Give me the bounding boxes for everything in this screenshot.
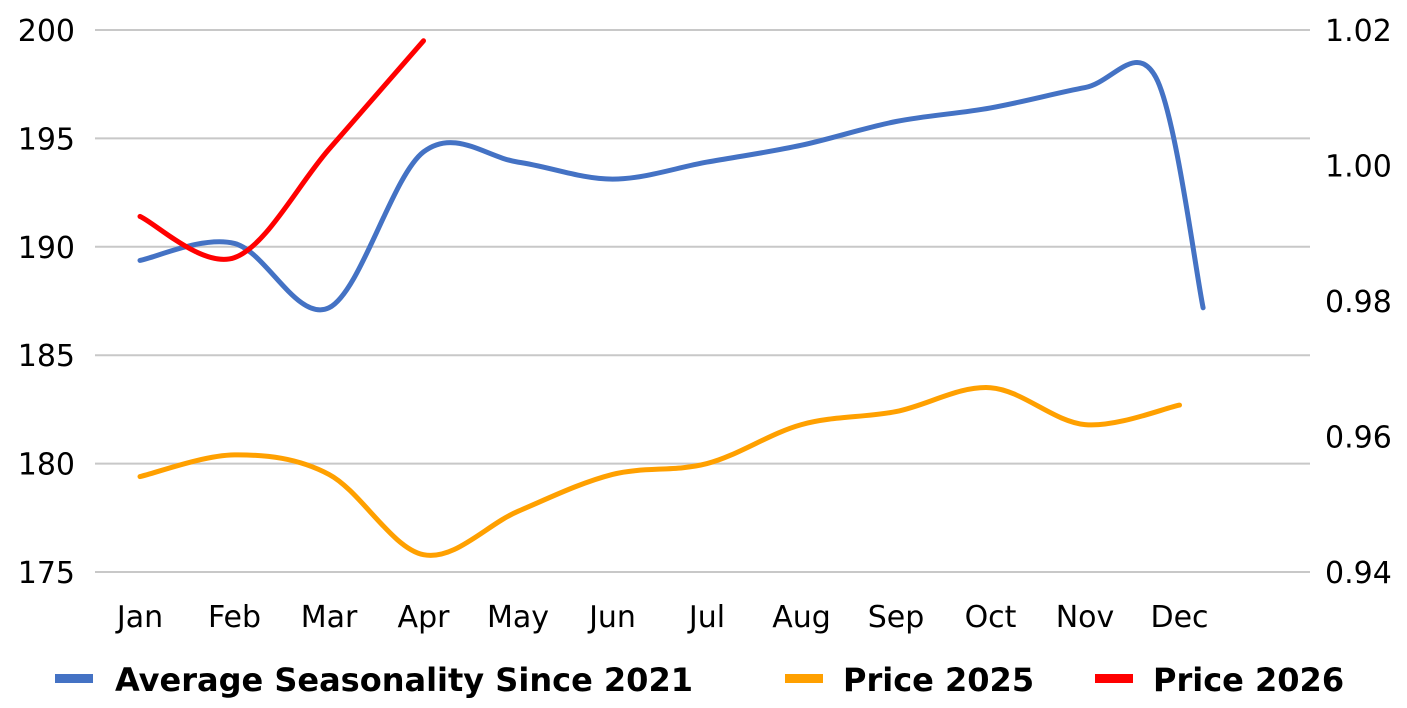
left-tick-label: 200 <box>18 14 75 49</box>
legend-swatch <box>785 674 823 683</box>
right-tick-label: 0.96 <box>1325 421 1392 456</box>
left-tick-label: 180 <box>18 448 75 483</box>
x-tick-label: Jan <box>115 600 163 635</box>
legend-swatch <box>1095 674 1133 683</box>
left-tick-label: 185 <box>18 339 75 374</box>
series-lines <box>137 38 1206 558</box>
legend-label: Price 2026 <box>1153 661 1344 699</box>
legend-label: Price 2025 <box>843 661 1034 699</box>
series-line-price-2025 <box>137 385 1182 558</box>
series-line-price-2026 <box>137 38 426 262</box>
left-tick-label: 195 <box>18 122 75 157</box>
gridlines <box>95 29 1310 573</box>
x-tick-label: Mar <box>301 600 358 635</box>
left-tick-label: 190 <box>18 231 75 266</box>
legend-swatch <box>55 674 93 683</box>
series-line-average-seasonality-since-2021 <box>137 60 1206 313</box>
x-tick-label: Jul <box>687 600 725 635</box>
x-axis-tick-labels: Jan Feb Mar Apr May Jun Jul Aug Sep Oct Nov Dec <box>115 600 1209 635</box>
x-tick-label: Apr <box>398 600 451 635</box>
right-tick-label: 0.98 <box>1325 285 1392 320</box>
x-tick-label: Feb <box>208 600 261 635</box>
left-axis-tick-labels: 200 195 190 185 180 175 <box>18 14 75 591</box>
x-tick-label: Sep <box>868 600 925 635</box>
x-tick-label: Nov <box>1056 600 1115 635</box>
legend: Average Seasonality Since 2021 Price 2025… <box>55 661 1344 699</box>
legend-label: Average Seasonality Since 2021 <box>115 661 693 699</box>
x-tick-label: May <box>487 600 549 635</box>
right-axis-tick-labels: 1.02 1.00 0.98 0.96 0.94 <box>1325 14 1392 591</box>
x-tick-label: Aug <box>772 600 831 635</box>
x-tick-label: Oct <box>965 600 1017 635</box>
right-tick-label: 0.94 <box>1325 556 1392 591</box>
left-tick-label: 175 <box>18 556 75 591</box>
x-tick-label: Jun <box>587 600 636 635</box>
right-tick-label: 1.02 <box>1325 14 1392 49</box>
x-tick-label: Dec <box>1150 600 1208 635</box>
right-tick-label: 1.00 <box>1325 150 1392 185</box>
